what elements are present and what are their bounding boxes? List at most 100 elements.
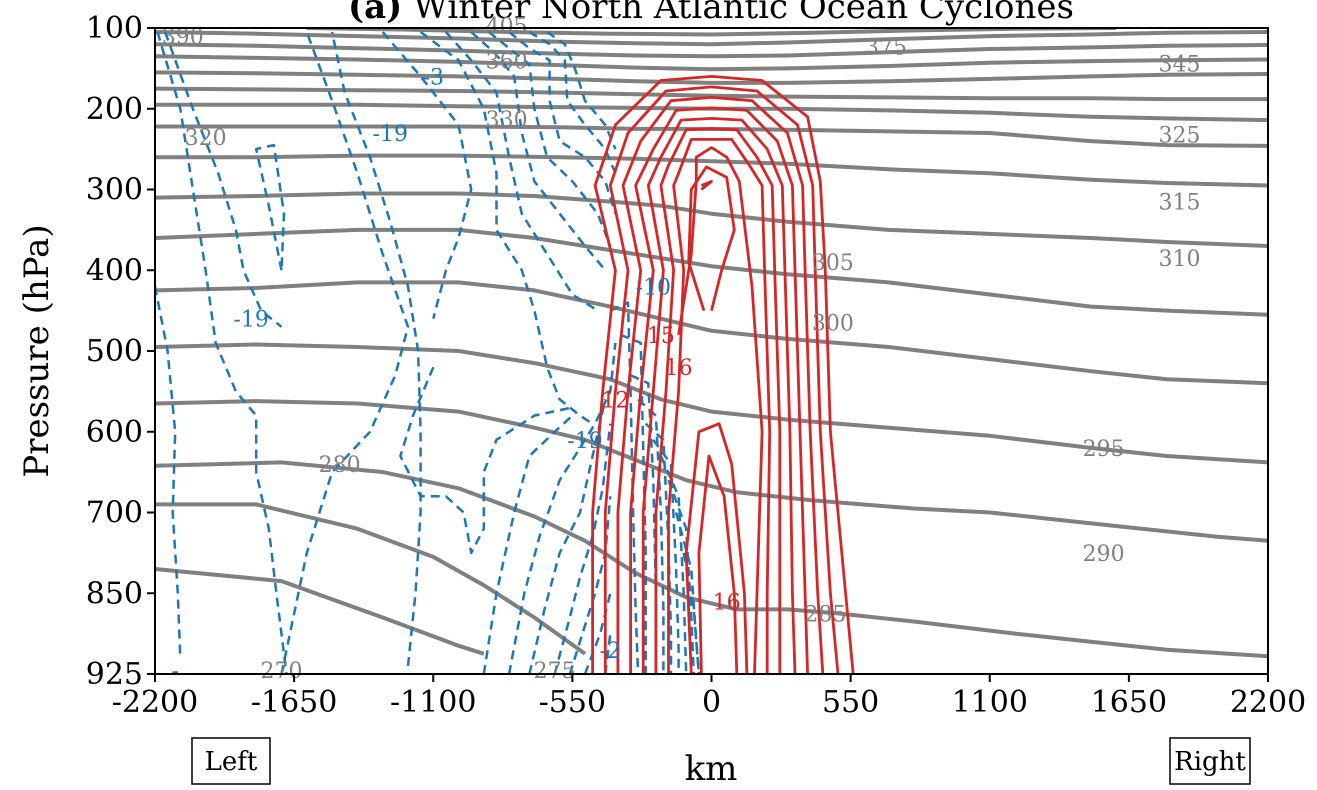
- x-tick-label: 0: [702, 685, 721, 720]
- theta-contour-270: [155, 567, 485, 656]
- negative-contour: [155, 286, 182, 658]
- negative-contour: [644, 422, 673, 674]
- positive-contour: [687, 165, 736, 312]
- negative-contour-label: -2: [600, 639, 621, 664]
- x-tick-label: -550: [539, 685, 606, 720]
- negative-contour: [652, 439, 680, 674]
- y-axis-ticks: 100 200 300 400 500 600 700 850 925: [86, 11, 155, 692]
- theta-contour-label: 280: [319, 453, 361, 478]
- positive-contour: [697, 454, 739, 674]
- theta-contour-330: [155, 70, 1268, 85]
- theta-contour-290: [155, 342, 1268, 465]
- negative-contour-label: -19: [233, 308, 268, 333]
- y-tick-label: 850: [86, 576, 143, 611]
- chart-title: (a) Winter North Atlantic Ocean Cyclones: [348, 0, 1074, 27]
- theta-contour-305: [155, 191, 1268, 248]
- theta-contour-285: [155, 399, 1268, 543]
- theta-contour-label: 360: [486, 49, 528, 74]
- x-axis-label: km: [685, 749, 738, 789]
- negative-contour: [488, 31, 612, 247]
- theta-contour-300: [155, 227, 1268, 317]
- negative-contour: [280, 31, 410, 674]
- positive-contour-label: 16: [665, 356, 693, 381]
- theta-contour-label: 345: [1158, 53, 1200, 78]
- y-tick-label: 200: [86, 92, 143, 127]
- theta-contour-360: [155, 42, 1268, 59]
- theta-contour-label: 295: [1083, 437, 1125, 462]
- theta-contour-275: [155, 502, 587, 656]
- negative-contour: [507, 342, 617, 674]
- negative-contour: [553, 423, 612, 674]
- x-tick-label: 1100: [952, 685, 1028, 720]
- negative-contour: [470, 31, 607, 272]
- left-box-label: Left: [205, 747, 258, 777]
- negative-contour: [528, 30, 617, 174]
- x-tick-label: 2200: [1230, 685, 1306, 720]
- y-tick-label: 300: [86, 173, 143, 208]
- positive-contour: [603, 85, 840, 674]
- negative-contour: [381, 31, 473, 320]
- x-tick-label: -1100: [390, 685, 476, 720]
- theta-contour-390: [306, 28, 1117, 37]
- negative-contour: [163, 31, 283, 328]
- theta-contour-310: [155, 153, 1268, 188]
- theta-contour-label: 325: [1158, 124, 1200, 149]
- negative-contour: [667, 479, 696, 674]
- positive-contours: [591, 75, 855, 674]
- left-box: Left: [191, 737, 271, 785]
- theta-contour-label: 375: [865, 36, 907, 61]
- theta-contour-label: 305: [812, 251, 854, 276]
- negative-contour-label: -: [172, 659, 179, 684]
- positive-contour-label: 15: [647, 324, 675, 349]
- theta-contour-375: [155, 30, 1268, 47]
- theta-contour-325: [155, 86, 1268, 102]
- y-axis-label: Pressure (hPa): [17, 224, 57, 477]
- theta-contour-label: 285: [804, 602, 846, 627]
- positive-contour: [591, 75, 855, 674]
- theta-contour-label: 320: [185, 126, 227, 151]
- theta-contour-280: [155, 460, 1268, 659]
- positive-contour: [629, 106, 809, 674]
- theta-contour-label: 315: [1158, 191, 1200, 216]
- y-tick-label: 925: [86, 657, 143, 692]
- theta-contour-label: 290: [1083, 542, 1125, 567]
- positive-contour: [654, 127, 782, 674]
- negative-contour: [482, 414, 574, 674]
- negative-contour: [254, 143, 286, 271]
- theta-contour-label: 270: [260, 659, 302, 684]
- negative-contour: [399, 366, 573, 555]
- negative-contour: [508, 31, 617, 215]
- negative-contour: [659, 455, 688, 674]
- x-tick-label: 1650: [1091, 685, 1167, 720]
- negative-contour: [568, 496, 612, 674]
- chart-title-text: Winter North Atlantic Ocean Cyclones: [402, 0, 1074, 27]
- negative-contour: [546, 30, 617, 150]
- positive-contour-label: 12: [601, 388, 629, 413]
- y-tick-label: 100: [86, 11, 143, 46]
- positive-contour: [641, 117, 797, 674]
- positive-contour: [677, 146, 764, 674]
- theta-contour-345: [155, 54, 1268, 72]
- x-axis-ticks: -2200 -1650 -1100 -550 0 550 1100 1650 2200: [112, 674, 1306, 720]
- x-tick-label: 550: [822, 685, 879, 720]
- negative-contour-label: -3: [423, 65, 444, 90]
- theta-contour-label: 330: [486, 108, 528, 133]
- negative-contour-label: -19: [567, 429, 602, 454]
- y-tick-label: 700: [86, 496, 143, 531]
- y-tick-label: 600: [86, 415, 143, 450]
- left-box-frame: [191, 737, 271, 785]
- positive-contour: [667, 138, 772, 674]
- negative-contour: [619, 333, 647, 674]
- negative-contour-label: -19: [373, 122, 408, 147]
- negative-contour: [330, 31, 422, 667]
- chart-title-prefix: (a): [348, 0, 402, 27]
- theta-contour-295: [155, 280, 1268, 386]
- negative-contour: [637, 398, 665, 674]
- theta-contour-label: 310: [1158, 247, 1200, 272]
- y-tick-label: 500: [86, 334, 143, 369]
- positive-contour: [700, 180, 713, 191]
- positive-contour: [684, 422, 749, 674]
- x-tick-label: -2200: [112, 685, 198, 720]
